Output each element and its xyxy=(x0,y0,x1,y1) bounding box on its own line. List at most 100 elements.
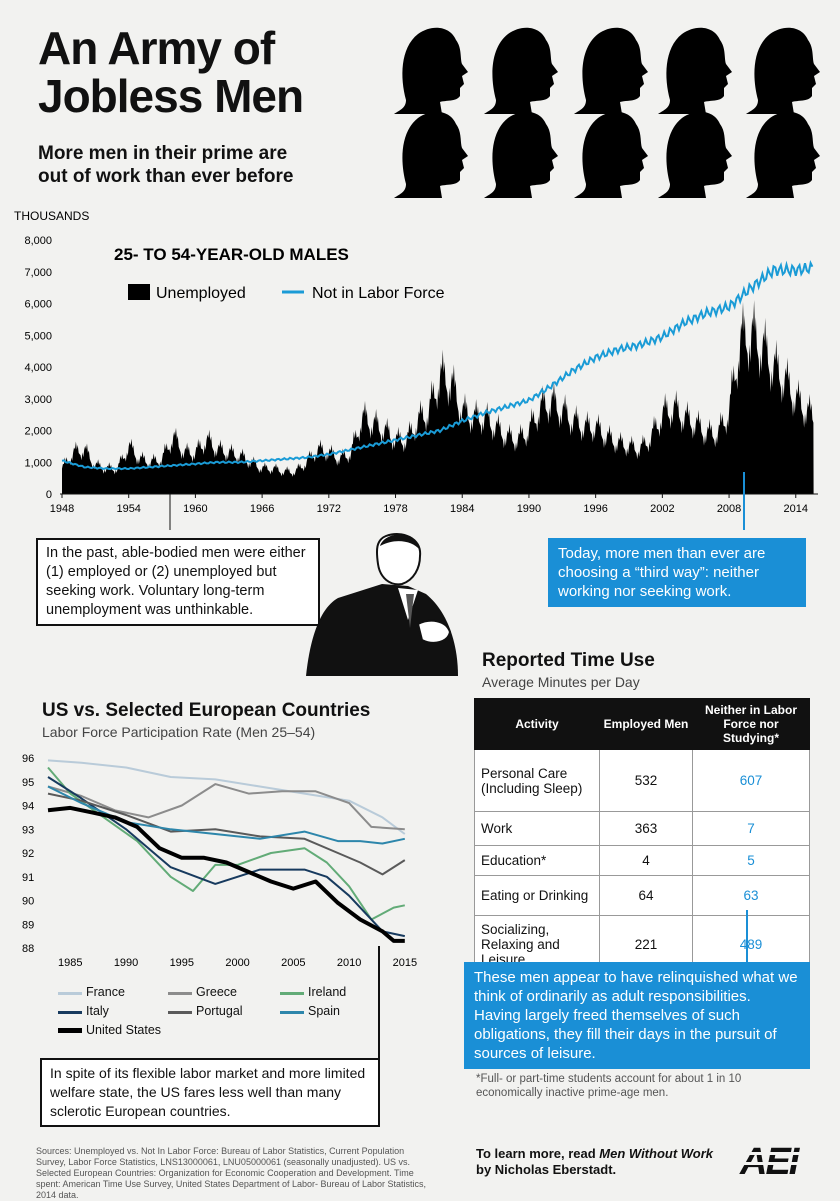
y-tick-label: 4,000 xyxy=(24,362,52,374)
page-subtitle: More men in their prime are out of work … xyxy=(38,142,293,188)
x-tick-label: 2000 xyxy=(225,957,249,969)
legend-swatch-unemployed xyxy=(128,284,150,300)
head-silhouette-icon xyxy=(658,111,732,198)
y-tick-label: 96 xyxy=(22,753,34,765)
time-use-table: Activity Employed Men Neither in Labor F… xyxy=(474,698,810,974)
head-silhouette-icon xyxy=(658,27,732,114)
y-tick-label: 2,000 xyxy=(24,426,52,438)
callout-past: In the past, able-bodied men were either… xyxy=(36,538,320,626)
unemployed-area-series xyxy=(62,300,814,494)
chart1-title: 25- TO 54-YEAR-OLD MALES xyxy=(114,245,349,264)
table-header-row: Activity Employed Men Neither in Labor F… xyxy=(474,698,810,750)
learn-more-author: by Nicholas Eberstadt. xyxy=(476,1162,617,1177)
x-tick-label: 1990 xyxy=(114,957,138,969)
col-header-neither: Neither in Labor Force nor Studying* xyxy=(692,698,810,750)
cell-activity: Eating or Drinking xyxy=(474,875,600,916)
x-tick-label: 1985 xyxy=(58,957,82,969)
head-silhouette-icon xyxy=(484,111,558,198)
title-line-1: An Army of xyxy=(38,22,275,74)
x-tick-label: 1990 xyxy=(517,503,541,515)
title-line-2: Jobless Men xyxy=(38,70,304,122)
col-header-activity: Activity xyxy=(474,698,600,750)
legend-label-united-states: United States xyxy=(86,1023,162,1037)
y-tick-label: 89 xyxy=(22,919,34,931)
x-tick-label: 1948 xyxy=(50,503,74,515)
subtitle-line-2: out of work than ever before xyxy=(38,166,294,187)
y-tick-label: 91 xyxy=(22,872,34,884)
learn-more-prefix: To learn more, read xyxy=(476,1146,600,1161)
head-silhouette-icon xyxy=(574,27,648,114)
y-tick-label: 88 xyxy=(22,943,34,955)
eu-chart-subtitle: Labor Force Participation Rate (Men 25–5… xyxy=(42,724,316,740)
x-tick-label: 2005 xyxy=(281,957,305,969)
series-line-greece xyxy=(47,783,405,831)
series-line-portugal xyxy=(47,792,406,876)
cell-employed: 64 xyxy=(599,875,693,916)
legend-label-greece: Greece xyxy=(196,985,237,999)
y-tick-label: 0 xyxy=(46,489,52,501)
cell-activity: Personal Care (Including Sleep) xyxy=(474,749,600,812)
y-tick-label: 94 xyxy=(22,801,34,813)
pensive-man-illustration xyxy=(306,533,458,676)
book-title-link[interactable]: Men Without Work xyxy=(599,1146,714,1161)
head-silhouette-icon xyxy=(394,27,468,114)
series-line-ireland xyxy=(47,766,406,921)
legend-swatch-greece xyxy=(168,992,192,995)
y-tick-label: 93 xyxy=(22,824,34,836)
x-tick-label: 1995 xyxy=(170,957,194,969)
table-row: Personal Care (Including Sleep) 532 607 xyxy=(474,749,810,812)
learn-more: To learn more, read Men Without Work by … xyxy=(476,1146,713,1178)
y-tick-label: 7,000 xyxy=(24,267,52,279)
males-jobless-area-chart: THOUSANDS 25- TO 54-YEAR-OLD MALES Unemp… xyxy=(14,209,818,530)
cell-neither: 63 xyxy=(692,875,810,916)
time-use-title: Reported Time Use xyxy=(482,650,655,671)
aei-logo[interactable]: AEI xyxy=(738,1138,826,1183)
y-tick-label: 8,000 xyxy=(24,235,52,247)
series-line-italy xyxy=(47,776,406,938)
x-tick-label: 1978 xyxy=(383,503,407,515)
x-tick-label: 1954 xyxy=(116,503,140,515)
head-silhouette-icon xyxy=(746,111,820,198)
y-tick-label: 6,000 xyxy=(24,299,52,311)
x-tick-label: 2015 xyxy=(393,957,417,969)
x-tick-label: 2014 xyxy=(784,503,808,515)
legend-swatch-ireland xyxy=(280,992,304,995)
callout-relinquished: These men appear to have relinquished wh… xyxy=(464,962,810,1069)
y-tick-label: 95 xyxy=(22,777,34,789)
series-line-united-states xyxy=(47,805,405,943)
cell-employed: 363 xyxy=(599,811,693,846)
series-line-france xyxy=(47,759,406,835)
subtitle-line-1: More men in their prime are xyxy=(38,143,288,164)
y-tick-label: 1,000 xyxy=(24,457,52,469)
time-use-footnote: *Full- or part-time students account for… xyxy=(476,1073,742,1099)
legend-label-france: France xyxy=(86,985,125,999)
x-tick-label: 2008 xyxy=(717,503,741,515)
cell-neither: 607 xyxy=(692,749,810,812)
cell-neither: 7 xyxy=(692,811,810,846)
x-tick-label: 1996 xyxy=(583,503,607,515)
callout-connector-us xyxy=(378,946,380,1058)
col-header-employed: Employed Men xyxy=(599,698,693,750)
y-tick-label: 92 xyxy=(22,848,34,860)
sources-text: Sources: Unemployed vs. Not In Labor For… xyxy=(36,1146,427,1200)
y-tick-label: 3,000 xyxy=(24,394,52,406)
x-tick-label: 1984 xyxy=(450,503,474,515)
y-tick-label: 5,000 xyxy=(24,330,52,342)
legend-swatch-italy xyxy=(58,1011,82,1014)
head-silhouette-icon xyxy=(484,27,558,114)
legend-label-spain: Spain xyxy=(308,1004,340,1018)
legend-swatch-portugal xyxy=(168,1011,192,1014)
chart1-ylabel: THOUSANDS xyxy=(14,209,89,223)
callout-us-fares: In spite of its flexible labor market an… xyxy=(40,1058,380,1127)
head-silhouette-icon xyxy=(574,111,648,198)
aei-logo-text: AEI xyxy=(739,1141,801,1182)
table-row: Eating or Drinking 64 63 xyxy=(474,875,810,916)
eu-participation-line-chart: 96 95 94 93 92 91 90 89 88 1985 1990 1995 2000 2005 2… xyxy=(22,753,417,969)
legend-swatch-spain xyxy=(280,1011,304,1014)
legend-label-ireland: Ireland xyxy=(308,985,347,999)
legend-swatch-united-states xyxy=(58,1028,82,1033)
callout-connector-relinquished xyxy=(746,910,748,962)
x-tick-label: 1960 xyxy=(183,503,207,515)
legend-swatch-france xyxy=(58,992,82,995)
x-tick-label: 2002 xyxy=(650,503,674,515)
